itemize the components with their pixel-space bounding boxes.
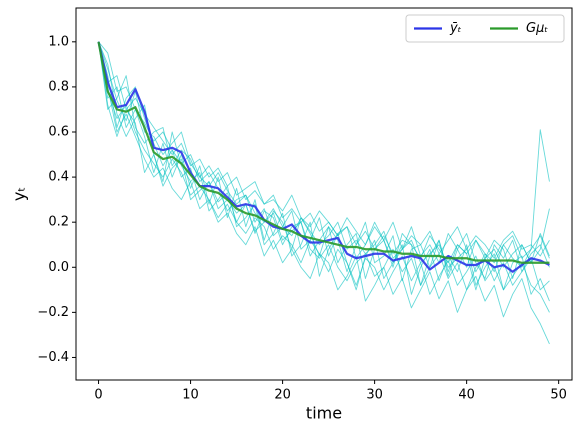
series-line: [98, 41, 550, 291]
series-line: [98, 41, 550, 282]
x-tick-label: 20: [274, 388, 291, 403]
y-axis-label: yₜ: [10, 187, 29, 201]
plot-frame: [75, 7, 573, 381]
series-line: [98, 41, 550, 313]
y-tick-label: 0.6: [48, 125, 69, 140]
x-tick-label: 30: [366, 388, 383, 403]
x-tick-label: 50: [550, 388, 567, 403]
x-tick-label: 10: [182, 388, 199, 403]
series-line: [98, 41, 550, 345]
series-line: [97, 41, 550, 264]
y-tick-label: 0.0: [48, 260, 69, 275]
series-line: [98, 41, 550, 273]
y-tick-label: −0.4: [37, 350, 69, 365]
legend-label: Gμₜ: [526, 21, 548, 36]
series-line: [98, 41, 550, 291]
legend-box: [405, 14, 565, 43]
x-tick-label: 0: [94, 388, 102, 403]
y-tick-label: 0.2: [48, 215, 69, 230]
y-tick-label: −0.2: [37, 305, 69, 320]
x-axis-label: time: [306, 404, 342, 423]
y-tick-label: 0.4: [48, 170, 69, 185]
legend: ȳₜ Gμₜ: [405, 14, 565, 43]
y-tick-label: 1.0: [48, 34, 69, 49]
y-tick-label: 0.8: [48, 79, 69, 94]
legend-label: ȳₜ: [449, 21, 462, 36]
x-tick-label: 40: [458, 388, 475, 403]
series-line: [98, 41, 550, 259]
